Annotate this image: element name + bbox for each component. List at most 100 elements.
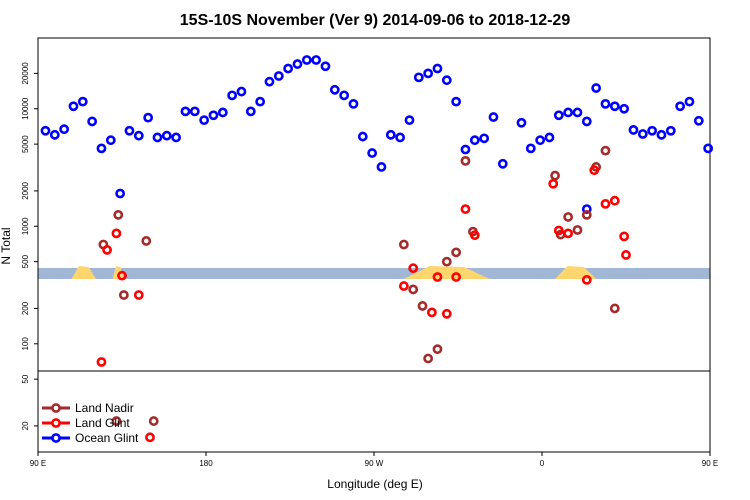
ocean-glint-point (227, 90, 238, 101)
x-axis-label: Longitude (deg E) (327, 477, 422, 491)
land-nadir-point (572, 225, 583, 235)
y-tick-label: 5000 (21, 135, 30, 153)
ocean-glint-point (451, 96, 462, 107)
data-points (40, 55, 714, 443)
ocean-glint-point (525, 143, 536, 154)
ocean-glint-point (245, 106, 256, 117)
land-glint-point (600, 199, 611, 209)
ocean-glint-legend-marker (51, 433, 61, 443)
coverage-band (38, 266, 710, 279)
ocean-glint-point (656, 129, 667, 140)
ocean-glint-point (647, 125, 658, 136)
y-tick-label: 200 (21, 301, 30, 315)
land-nadir-point (148, 416, 159, 426)
land-glint-point (398, 281, 409, 291)
y-tick-label: 10000 (21, 97, 30, 120)
ocean-glint-point (40, 125, 51, 136)
land-glint-point (548, 178, 559, 189)
land-nadir-point (600, 145, 611, 156)
ocean-glint-point (264, 76, 275, 87)
land-glint-point (589, 165, 600, 176)
ocean-glint-point (189, 106, 200, 117)
ocean-glint-point (105, 135, 116, 146)
x-tick-label: 90 E (30, 459, 46, 468)
plot-frame (37, 37, 711, 453)
land-glint-point (133, 290, 144, 300)
ocean-glint-point (535, 135, 546, 146)
ocean-glint-point (87, 116, 98, 127)
land-nadir-point (111, 416, 122, 426)
ocean-glint-point (619, 103, 630, 114)
chart-title: 15S-10S November (Ver 9) 2014-09-06 to 2… (180, 12, 571, 29)
land-nadir-point (609, 303, 620, 314)
land-glint-point (621, 250, 631, 260)
ocean-glint-point (180, 106, 191, 117)
land-glint-point (451, 272, 462, 282)
ocean-glint-point (171, 132, 182, 143)
ocean-glint-point (497, 158, 508, 169)
ocean-glint-point (675, 101, 686, 112)
land-glint-point (432, 272, 443, 282)
ocean-glint-point (124, 125, 135, 136)
ocean-glint-point (684, 96, 695, 107)
land-glint-point (581, 274, 592, 285)
land-nadir-point (563, 212, 574, 222)
ocean-glint-point (133, 130, 144, 141)
land-nadir-point (460, 155, 471, 166)
ocean-glint-point (609, 101, 620, 112)
ocean-glint-point (236, 86, 247, 97)
y-axis-label: N Total (0, 227, 13, 264)
ocean-glint-point (553, 110, 564, 121)
land-glint-point (145, 432, 155, 443)
ocean-glint-point (693, 115, 704, 126)
ocean-glint-point (460, 144, 471, 155)
axes: 90 E 180 90 W 0 90 E 20 50 100 200 500 1000 2000 500… (21, 37, 718, 468)
ocean-glint-point (59, 124, 70, 135)
ocean-glint-point (77, 96, 88, 107)
ocean-glint-point (339, 90, 350, 101)
land-glint-point (553, 225, 564, 236)
land-nadir-point (113, 209, 124, 220)
land-glint-point (441, 308, 452, 319)
ocean-glint-point (581, 204, 592, 214)
land-glint-point (117, 270, 127, 281)
ocean-glint-point (301, 55, 312, 65)
ocean-glint-point (115, 188, 126, 199)
land-glint-point (102, 244, 112, 255)
x-tick-label: 180 (199, 459, 213, 468)
ocean-glint-point (208, 110, 219, 121)
land-nadir-point (408, 284, 419, 295)
y-tick-label: 500 (21, 254, 30, 268)
land-nadir-point (550, 170, 560, 181)
ocean-coverage-band (38, 268, 710, 279)
land-glint-point (619, 231, 630, 242)
ocean-glint-point (348, 98, 359, 109)
y-tick-label: 2000 (21, 181, 30, 199)
land-nadir-point (417, 301, 428, 311)
ocean-glint-legend-label: Ocean Glint (75, 431, 139, 445)
ocean-glint-point (385, 129, 396, 140)
ocean-glint-point (581, 116, 592, 127)
land-nadir-point (423, 353, 434, 364)
ocean-glint-point (404, 115, 415, 126)
ocean-glint-point (488, 112, 499, 122)
ocean-glint-point (68, 101, 79, 112)
ocean-glint-point (96, 143, 107, 154)
ocean-glint-point (423, 68, 434, 79)
land-nadir-point (441, 256, 452, 267)
ocean-glint-point (591, 83, 602, 93)
land-coverage-band (403, 266, 490, 279)
land-glint-point (563, 228, 574, 239)
ocean-glint-point (143, 112, 154, 123)
land-nadir-legend-label: Land Nadir (75, 401, 134, 415)
ocean-glint-point (563, 107, 574, 118)
x-tick-label: 90 E (702, 459, 718, 468)
ocean-glint-point (283, 63, 294, 74)
ocean-glint-point (49, 129, 60, 140)
y-tick-label: 20000 (21, 62, 30, 85)
land-glint-point (426, 307, 437, 318)
land-nadir-point (141, 236, 152, 246)
land-glint-point (460, 204, 471, 214)
